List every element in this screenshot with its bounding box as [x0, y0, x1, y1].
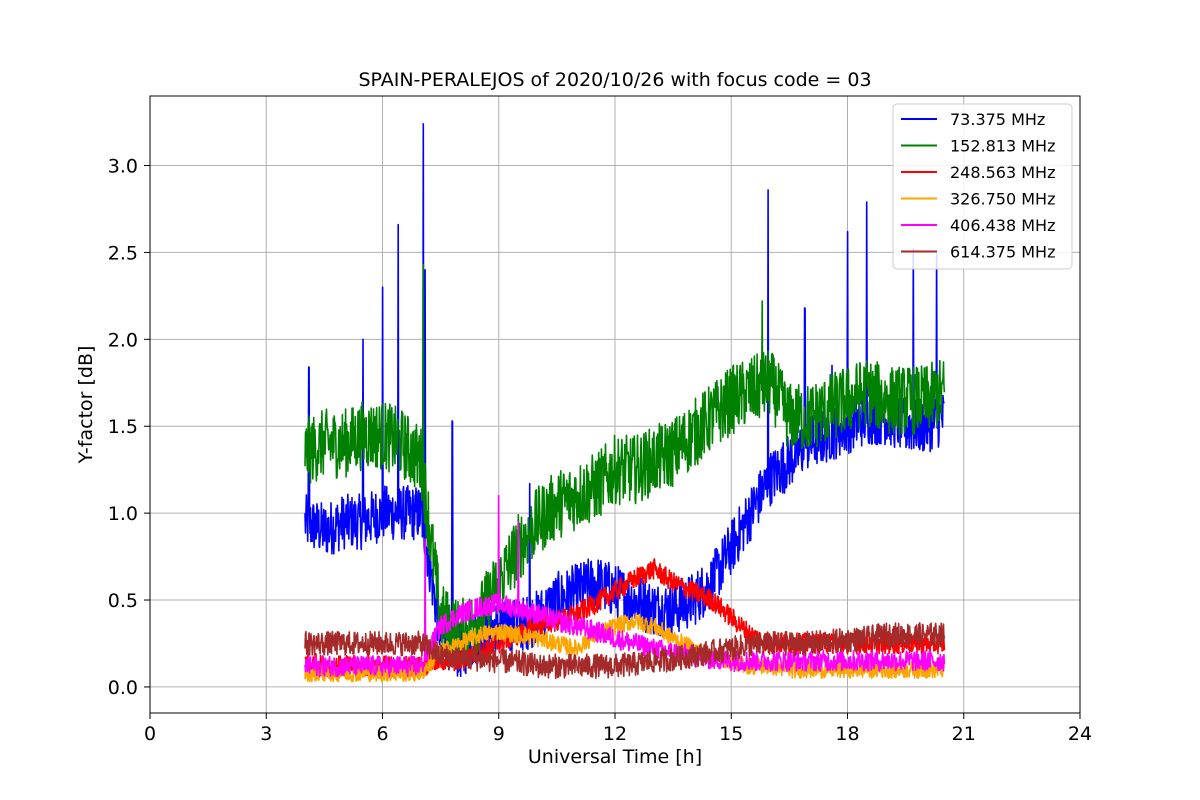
x-tick-label: 3 — [260, 723, 272, 745]
x-tick-label: 12 — [603, 723, 627, 745]
y-tick-label: 2.0 — [108, 329, 138, 351]
x-tick-label: 18 — [835, 723, 859, 745]
x-tick-label: 6 — [376, 723, 388, 745]
chart-title: SPAIN-PERALEJOS of 2020/10/26 with focus… — [358, 69, 871, 91]
legend-label-73-375-mhz: 73.375 MHz — [950, 110, 1045, 129]
legend-label-614-375-mhz: 614.375 MHz — [950, 243, 1055, 262]
y-tick-label: 1.0 — [108, 503, 138, 525]
ticks: 0 3 6 9 12 15 18 21 24 0.0 0.5 1.0 1.5 2.0 2.5 3.0 — [108, 156, 1092, 745]
series-line-152-813-mhz — [304, 263, 946, 666]
x-tick-label: 9 — [493, 723, 505, 745]
y-axis-label: Y-factor [dB] — [75, 346, 97, 465]
x-tick-label: 15 — [719, 723, 743, 745]
legend-label-406-438-mhz: 406.438 MHz — [950, 216, 1055, 235]
x-axis-label: Universal Time [h] — [528, 746, 702, 768]
series-line-614-375-mhz — [304, 621, 946, 680]
x-tick-label: 24 — [1068, 723, 1092, 745]
legend-box — [892, 103, 1073, 270]
series-line-326-750-mhz — [304, 612, 946, 683]
series-line-406-438-mhz — [304, 494, 946, 678]
legend-label-326-750-mhz: 326.750 MHz — [950, 190, 1055, 209]
y-tick-label: 2.5 — [108, 242, 138, 264]
legend: 73.375 MHz 152.813 MHz 248.563 MHz 326.750 … — [892, 103, 1073, 270]
x-tick-label: 0 — [144, 723, 156, 745]
y-tick-label: 1.5 — [108, 416, 138, 438]
legend-label-248-563-mhz: 248.563 MHz — [950, 163, 1055, 182]
y-tick-label: 0.0 — [108, 677, 138, 699]
legend-label-152-813-mhz: 152.813 MHz — [950, 137, 1055, 156]
plot-area — [304, 123, 946, 683]
x-tick-label: 21 — [952, 723, 976, 745]
y-tick-label: 3.0 — [108, 156, 138, 178]
y-tick-label: 0.5 — [108, 590, 138, 612]
series-line-248-563-mhz — [304, 558, 946, 678]
